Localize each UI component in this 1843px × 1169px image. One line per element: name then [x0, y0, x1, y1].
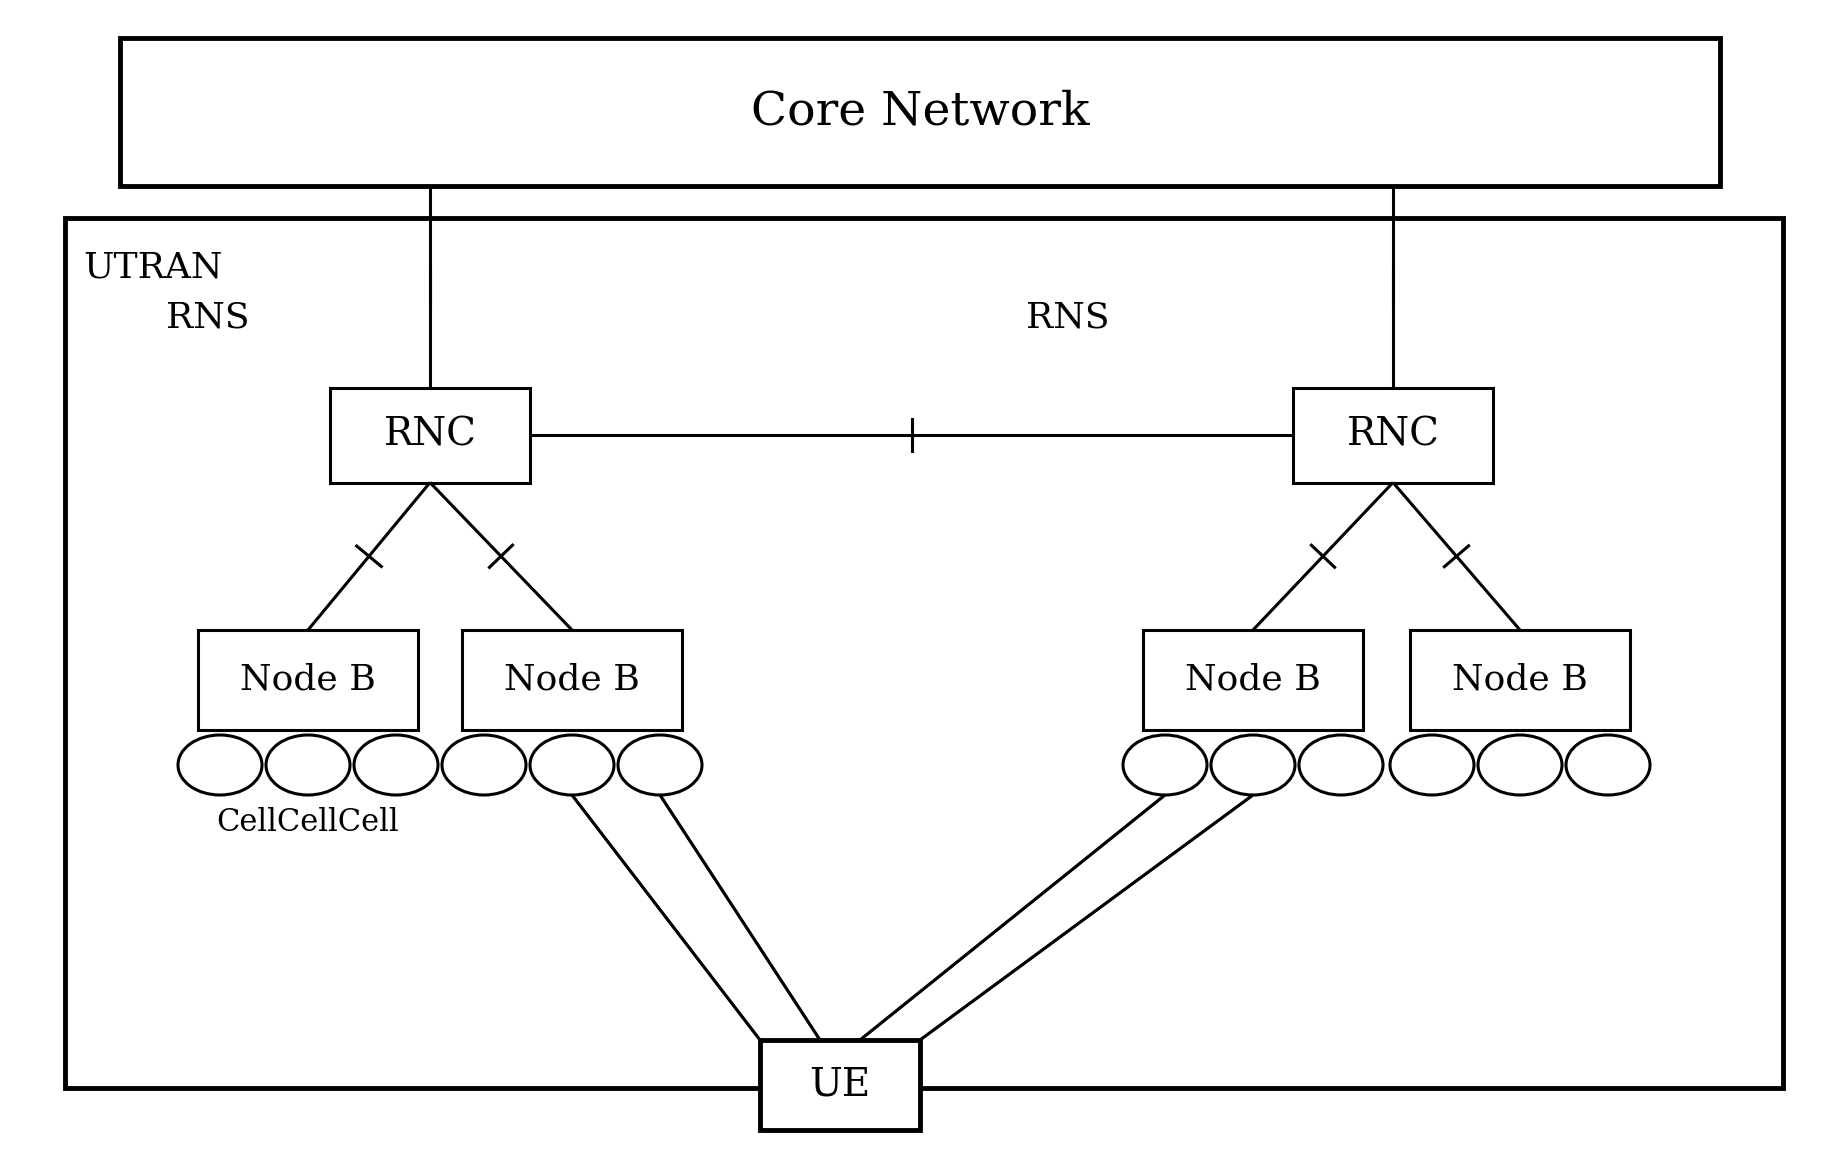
Ellipse shape [1478, 735, 1563, 795]
Bar [1410, 630, 1629, 729]
Text: CellCellCell: CellCellCell [217, 807, 400, 838]
Text: RNS: RNS [166, 300, 249, 334]
Bar [463, 630, 682, 729]
Ellipse shape [531, 735, 614, 795]
Text: Node B: Node B [1452, 663, 1589, 697]
Text: RNS: RNS [1027, 300, 1109, 334]
Bar [1008, 268, 1738, 1040]
Text: Node B: Node B [240, 663, 376, 697]
Text: UTRAN: UTRAN [83, 250, 223, 284]
Bar [147, 268, 837, 1040]
Text: UE: UE [809, 1066, 870, 1104]
Ellipse shape [442, 735, 525, 795]
Bar [1294, 387, 1493, 483]
Ellipse shape [617, 735, 702, 795]
Ellipse shape [1567, 735, 1649, 795]
Ellipse shape [179, 735, 262, 795]
Bar [197, 630, 418, 729]
Ellipse shape [1122, 735, 1207, 795]
Bar [120, 39, 1720, 186]
Ellipse shape [354, 735, 439, 795]
Bar [1143, 630, 1364, 729]
Text: Node B: Node B [505, 663, 640, 697]
Bar [759, 1040, 920, 1130]
Ellipse shape [1299, 735, 1382, 795]
Ellipse shape [1211, 735, 1296, 795]
Text: RNC: RNC [383, 416, 477, 454]
Ellipse shape [265, 735, 350, 795]
Bar [65, 217, 1782, 1088]
Text: Core Network: Core Network [750, 89, 1089, 134]
Ellipse shape [1390, 735, 1474, 795]
Bar [330, 387, 531, 483]
Text: Node B: Node B [1185, 663, 1321, 697]
Text: RNC: RNC [1347, 416, 1439, 454]
